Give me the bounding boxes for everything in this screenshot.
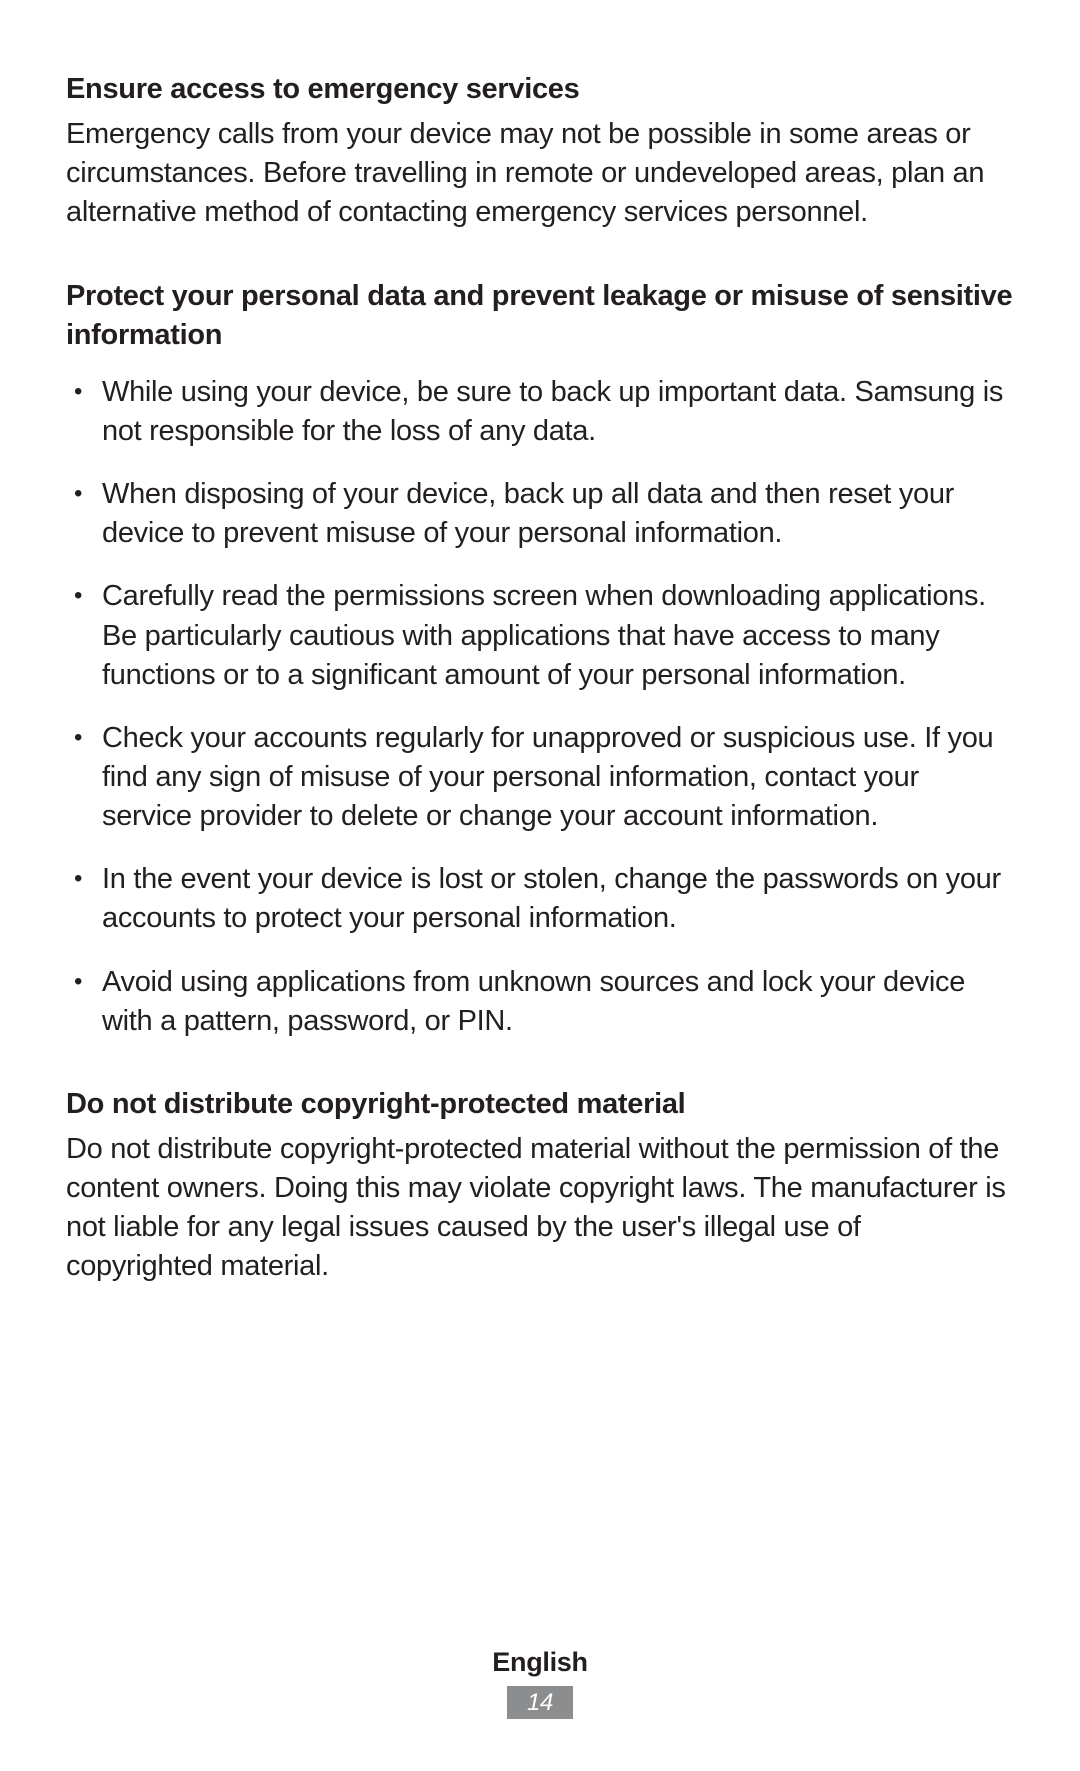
- footer-language: English: [0, 1647, 1080, 1678]
- heading-protect-data: Protect your personal data and prevent l…: [66, 277, 1014, 355]
- heading-copyright: Do not distribute copyright-protected ma…: [66, 1085, 1014, 1124]
- paragraph-copyright: Do not distribute copyright-protected ma…: [66, 1130, 1014, 1287]
- section-copyright: Do not distribute copyright-protected ma…: [66, 1085, 1014, 1287]
- list-item: While using your device, be sure to back…: [66, 373, 1014, 451]
- list-item: In the event your device is lost or stol…: [66, 860, 1014, 938]
- paragraph-emergency: Emergency calls from your device may not…: [66, 115, 1014, 232]
- list-item: Check your accounts regularly for unappr…: [66, 719, 1014, 836]
- section-protect-data: Protect your personal data and prevent l…: [66, 277, 1014, 1041]
- list-item: When disposing of your device, back up a…: [66, 475, 1014, 553]
- section-emergency: Ensure access to emergency services Emer…: [66, 70, 1014, 233]
- document-page: Ensure access to emergency services Emer…: [0, 0, 1080, 1771]
- bullet-list-protect-data: While using your device, be sure to back…: [66, 373, 1014, 1041]
- list-item: Carefully read the permissions screen wh…: [66, 577, 1014, 694]
- list-item: Avoid using applications from unknown so…: [66, 963, 1014, 1041]
- heading-emergency: Ensure access to emergency services: [66, 70, 1014, 109]
- footer-page-number: 14: [507, 1686, 573, 1719]
- page-footer: English 14: [0, 1647, 1080, 1719]
